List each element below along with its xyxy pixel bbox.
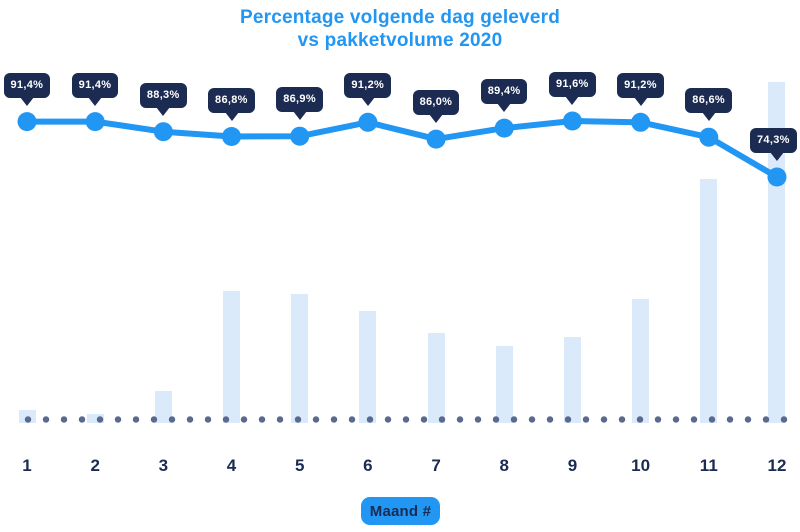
value-tooltip-month-2: 91,4%	[71, 72, 119, 106]
tooltip-tail-icon	[701, 112, 716, 122]
value-tooltip-month-5: 86,9%	[276, 87, 323, 121]
data-point-month-2	[85, 112, 105, 132]
value-tooltip-month-1: 91,4%	[3, 72, 51, 106]
value-tooltip-text: 88,3%	[146, 88, 180, 101]
volume-bar-month-12	[768, 82, 786, 423]
volume-bar-month-4	[223, 291, 241, 423]
volume-bar-month-5	[291, 294, 309, 423]
tooltip-tail-icon	[633, 97, 648, 107]
value-tooltip-month-4: 86,8%	[208, 87, 255, 121]
data-point-month-1	[17, 112, 37, 132]
data-point-month-4	[222, 127, 242, 146]
tooltip-tail-icon	[497, 103, 512, 113]
volume-bar-month-11	[700, 179, 718, 423]
x-tick-label-3: 3	[158, 456, 169, 475]
x-tick-label-4: 4	[226, 456, 237, 475]
chart-title-line1: Percentage volgende dag geleverd	[239, 7, 560, 28]
data-point-month-6	[358, 112, 378, 132]
value-tooltip-month-7: 86,0%	[412, 90, 460, 124]
x-tick-label-5: 5	[294, 456, 305, 475]
x-tick-label-7: 7	[431, 456, 441, 475]
value-tooltip-text: 91,6%	[555, 78, 589, 90]
volume-bar-month-3	[154, 391, 172, 423]
volume-bar-month-7	[427, 333, 445, 423]
value-tooltip-text: 86,6%	[692, 94, 725, 107]
x-tick-label-8: 8	[499, 456, 509, 475]
value-tooltip-month-8: 89,4%	[480, 79, 528, 113]
value-tooltip-text: 86,9%	[283, 93, 316, 106]
volume-bar-month-6	[359, 311, 377, 423]
data-point-month-9	[562, 111, 582, 131]
chart-title-line2: vs pakketvolume 2020	[297, 30, 503, 51]
value-tooltip-text: 86,0%	[419, 96, 453, 109]
volume-bar-month-8	[495, 346, 513, 423]
value-tooltip-month-6: 91,2%	[344, 73, 392, 107]
data-point-month-12	[767, 167, 787, 187]
x-tick-label-1: 1	[22, 456, 32, 475]
value-tooltip-text: 91,4%	[78, 78, 112, 91]
tooltip-tail-icon	[156, 106, 171, 116]
data-point-month-11	[699, 127, 719, 147]
x-axis-label-pill: Maand #	[361, 497, 440, 525]
x-axis-label: Maand #	[369, 502, 432, 520]
value-tooltip-month-9: 91,6%	[548, 72, 596, 105]
value-tooltip-month-10: 91,2%	[617, 73, 664, 107]
percentage-line	[24, 118, 780, 180]
volume-bar-month-9	[563, 337, 581, 423]
data-point-month-3	[153, 122, 173, 142]
x-tick-label-9: 9	[567, 456, 578, 475]
value-tooltip-text: 89,4%	[487, 85, 521, 98]
value-tooltip-month-12: 74,3%	[750, 128, 797, 161]
tooltip-tail-icon	[20, 96, 34, 106]
value-tooltip-text: 91,2%	[624, 79, 657, 92]
value-tooltip-month-3: 88,3%	[139, 82, 187, 116]
chart-title: Percentage volgende dag geleverd vs pakk…	[0, 6, 800, 52]
value-tooltip-text: 74,3%	[757, 134, 790, 146]
tooltip-tail-icon	[429, 114, 444, 124]
tooltip-tail-icon	[565, 96, 580, 105]
tooltip-tail-icon	[360, 97, 375, 107]
value-tooltip-text: 91,2%	[351, 79, 385, 92]
x-tick-label-11: 11	[699, 456, 718, 475]
tooltip-tail-icon	[224, 111, 239, 121]
volume-bar-month-10	[632, 299, 650, 423]
x-tick-label-6: 6	[363, 456, 373, 475]
data-point-month-5	[290, 126, 310, 146]
data-point-month-10	[631, 112, 651, 132]
value-tooltip-month-11: 86,6%	[685, 88, 732, 122]
x-tick-label-2: 2	[90, 456, 100, 475]
value-tooltip-text: 91,4%	[10, 78, 44, 91]
tooltip-tail-icon	[88, 96, 103, 106]
x-tick-label-12: 12	[767, 456, 787, 475]
dotted-baseline	[19, 416, 793, 423]
data-point-month-7	[426, 129, 446, 149]
value-tooltip-text: 86,8%	[215, 93, 248, 106]
data-point-month-8	[494, 118, 514, 138]
tooltip-tail-icon	[292, 111, 307, 121]
tooltip-tail-icon	[769, 152, 784, 161]
x-tick-label-10: 10	[631, 456, 651, 475]
